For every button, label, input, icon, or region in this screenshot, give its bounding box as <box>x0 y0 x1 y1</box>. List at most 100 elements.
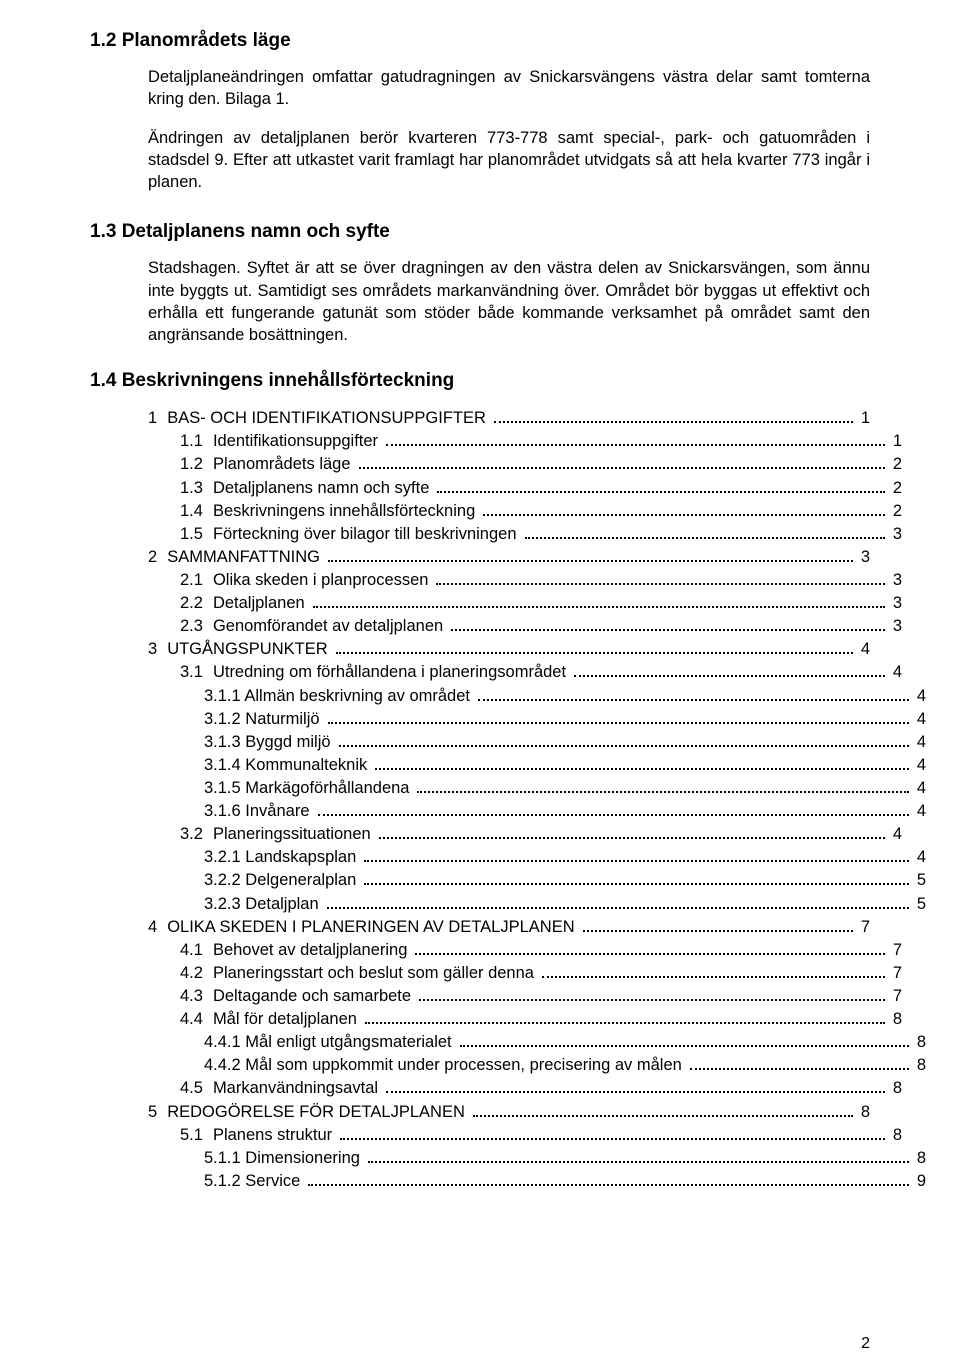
toc-page: 9 <box>913 1170 926 1192</box>
toc-label: 3.2.1 Landskapsplan <box>204 846 360 868</box>
toc-row: 4.1Behovet av detaljplanering7 <box>180 938 902 961</box>
toc-page: 8 <box>857 1101 870 1123</box>
toc-number: 4.2 <box>180 962 213 984</box>
toc-page: 8 <box>889 1124 902 1146</box>
toc-number: 2 <box>148 546 167 568</box>
toc-row: 4.4Mål för detaljplanen8 <box>180 1007 902 1030</box>
toc-leader-dots <box>375 753 909 770</box>
toc-label: Behovet av detaljplanering <box>213 939 411 961</box>
toc-label: 3.1.6 Invånare <box>204 800 314 822</box>
toc-number: 3 <box>148 638 167 660</box>
toc-row: 3.1.1 Allmän beskrivning av området4 <box>204 684 926 707</box>
toc-page: 7 <box>889 962 902 984</box>
toc-page: 4 <box>913 754 926 776</box>
toc-leader-dots <box>313 591 885 608</box>
toc-page: 4 <box>889 823 902 845</box>
toc-leader-dots <box>473 1100 853 1117</box>
toc-row: 5.1.2 Service 9 <box>204 1169 926 1192</box>
toc-leader-dots <box>379 822 885 839</box>
toc-label: 3.1.1 Allmän beskrivning av området <box>204 685 474 707</box>
document-page: 1.2 Planområdets läge Detaljplaneändring… <box>0 0 960 1371</box>
page-number: 2 <box>861 1335 870 1353</box>
toc-label: Förteckning över bilagor till beskrivnin… <box>213 523 521 545</box>
toc-leader-dots <box>460 1030 909 1047</box>
toc-leader-dots <box>318 799 909 816</box>
toc-row: 3UTGÅNGSPUNKTER4 <box>148 637 870 660</box>
toc-row: 4.4.1 Mål enligt utgångsmaterialet8 <box>204 1030 926 1053</box>
toc-number: 1.2 <box>180 453 213 475</box>
toc-leader-dots <box>340 1123 885 1140</box>
toc-label: BAS- OCH IDENTIFIKATIONSUPPGIFTER <box>167 407 490 429</box>
toc-leader-dots <box>359 453 885 470</box>
toc-page: 5 <box>913 869 926 891</box>
toc-row: 5.1.1 Dimensionering 8 <box>204 1146 926 1169</box>
toc-label: Planeringssituationen <box>213 823 375 845</box>
toc-page: 1 <box>889 430 902 452</box>
toc-number: 4.3 <box>180 985 213 1007</box>
toc-leader-dots <box>386 430 885 447</box>
toc-row: 5REDOGÖRELSE FÖR DETALJPLANEN8 <box>148 1100 870 1123</box>
toc-label: Deltagande och samarbete <box>213 985 415 1007</box>
toc-leader-dots <box>415 938 884 955</box>
toc-row: 4.2Planeringsstart och beslut som gäller… <box>180 961 902 984</box>
toc-page: 8 <box>913 1147 926 1169</box>
toc-page: 1 <box>857 407 870 429</box>
toc-number: 1.3 <box>180 477 213 499</box>
toc-leader-dots <box>386 1077 885 1094</box>
toc-row: 1BAS- OCH IDENTIFIKATIONSUPPGIFTER1 <box>148 406 870 429</box>
toc-page: 8 <box>913 1054 926 1076</box>
toc-leader-dots <box>417 776 908 793</box>
toc-row: 3.1.2 Naturmiljö4 <box>204 707 926 730</box>
toc-leader-dots <box>339 730 909 747</box>
toc-page: 4 <box>913 846 926 868</box>
toc-label: 3.2.2 Delgeneralplan <box>204 869 360 891</box>
toc-row: 2.2Detaljplanen3 <box>180 591 902 614</box>
toc-label: Olika skeden i planprocessen <box>213 569 433 591</box>
toc-label: Utredning om förhållandena i planeringso… <box>213 661 570 683</box>
toc-leader-dots <box>364 869 909 886</box>
toc-label: Genomförandet av detaljplanen <box>213 615 447 637</box>
toc-page: 4 <box>913 731 926 753</box>
toc-label: Planområdets läge <box>213 453 355 475</box>
toc-row: 5.1Planens struktur8 <box>180 1123 902 1146</box>
toc-label: Mål för detaljplanen <box>213 1008 361 1030</box>
toc-label: 5.1.2 Service <box>204 1170 304 1192</box>
toc-page: 8 <box>913 1031 926 1053</box>
toc-leader-dots <box>574 661 885 678</box>
toc-label: REDOGÖRELSE FÖR DETALJPLANEN <box>167 1101 469 1123</box>
table-of-contents: 1BAS- OCH IDENTIFIKATIONSUPPGIFTER11.1Id… <box>148 406 870 1192</box>
toc-row: 3.2.2 Delgeneralplan 5 <box>204 869 926 892</box>
toc-label: Detaljplanens namn och syfte <box>213 477 433 499</box>
toc-leader-dots <box>437 476 884 493</box>
toc-label: 5.1.1 Dimensionering <box>204 1147 364 1169</box>
toc-page: 5 <box>913 893 926 915</box>
toc-row: 3.1Utredning om förhållandena i planerin… <box>180 661 902 684</box>
toc-number: 2.3 <box>180 615 213 637</box>
toc-leader-dots <box>483 499 885 516</box>
toc-row: 3.1.6 Invånare4 <box>204 799 926 822</box>
toc-leader-dots <box>494 406 853 423</box>
toc-row: 2.3Genomförandet av detaljplanen3 <box>180 614 902 637</box>
toc-label: 3.1.5 Markägoförhållandena <box>204 777 413 799</box>
toc-row: 3.2Planeringssituationen4 <box>180 822 902 845</box>
toc-leader-dots <box>328 545 853 562</box>
toc-row: 4.4.2 Mål som uppkommit under processen,… <box>204 1053 926 1076</box>
toc-label: OLIKA SKEDEN I PLANERINGEN AV DETALJPLAN… <box>167 916 578 938</box>
toc-row: 4.5Markanvändningsavtal8 <box>180 1077 902 1100</box>
toc-leader-dots <box>308 1169 909 1186</box>
heading-1-4: 1.4 Beskrivningens innehållsförteckning <box>90 370 870 392</box>
toc-leader-dots <box>436 568 884 585</box>
toc-number: 3.1 <box>180 661 213 683</box>
toc-leader-dots <box>451 614 885 631</box>
paragraph-1-2-a: Detaljplaneändringen omfattar gatudragni… <box>148 66 870 111</box>
toc-page: 4 <box>913 777 926 799</box>
toc-page: 3 <box>889 523 902 545</box>
toc-number: 1.1 <box>180 430 213 452</box>
toc-label: UTGÅNGSPUNKTER <box>167 638 331 660</box>
toc-number: 1 <box>148 407 167 429</box>
toc-row: 2SAMMANFATTNING3 <box>148 545 870 568</box>
toc-row: 4.3Deltagande och samarbete7 <box>180 984 902 1007</box>
toc-leader-dots <box>583 915 853 932</box>
toc-label: Planeringsstart och beslut som gäller de… <box>213 962 538 984</box>
toc-number: 2.1 <box>180 569 213 591</box>
